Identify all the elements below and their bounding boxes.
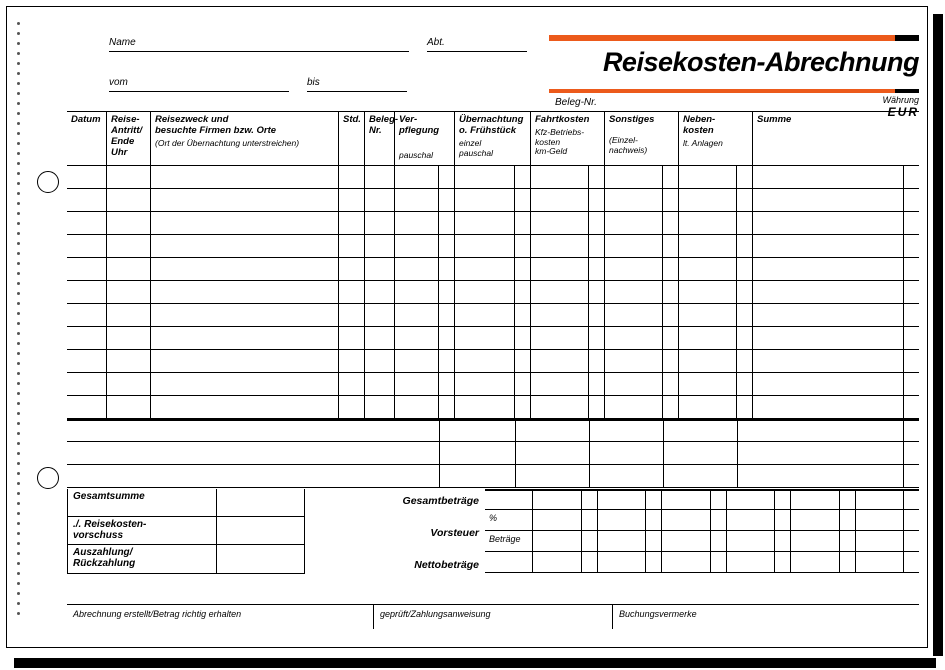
table-row[interactable] bbox=[67, 419, 919, 442]
gesamtsumme-label: Gesamtsumme bbox=[68, 489, 216, 517]
gesamtbetraege-label: Gesamtbeträge bbox=[403, 495, 479, 507]
col-uebernachtung: Übernachtung o. Frühstückeinzel pauschal bbox=[455, 112, 531, 165]
totals-area: Gesamtsumme ./. Reisekosten- vorschuss A… bbox=[67, 489, 919, 574]
table-row[interactable] bbox=[67, 465, 919, 488]
table-row[interactable] bbox=[67, 442, 919, 465]
table-row[interactable] bbox=[67, 281, 919, 304]
table-row[interactable] bbox=[67, 258, 919, 281]
table-row[interactable] bbox=[67, 166, 919, 189]
punch-hole bbox=[37, 171, 59, 193]
col-reise: Reise- Antritt/ Ende Uhr bbox=[107, 112, 151, 165]
abt-label: Abt. bbox=[427, 37, 445, 48]
table-row[interactable] bbox=[67, 235, 919, 258]
nettobetraege-label: Nettobeträge bbox=[414, 559, 479, 571]
auszahlung-label: Auszahlung/ Rückzahlung bbox=[68, 545, 216, 573]
perforation bbox=[15, 15, 21, 639]
col-nebenkosten: Neben- kostenlt. Anlagen bbox=[679, 112, 753, 165]
name-label: Name bbox=[109, 37, 136, 48]
header: Name Abt. vom bis Reisekosten-Abrechnung… bbox=[67, 7, 919, 111]
table-row[interactable] bbox=[67, 350, 919, 373]
accent-bar-bottom bbox=[549, 89, 919, 93]
col-datum: Datum bbox=[67, 112, 107, 165]
col-summe: Summe bbox=[753, 112, 919, 165]
main-grid: Datum Reise- Antritt/ Ende Uhr Reisezwec… bbox=[67, 111, 919, 488]
bis-label: bis bbox=[307, 77, 320, 88]
form-title: Reisekosten-Abrechnung bbox=[603, 47, 919, 78]
table-row[interactable] bbox=[67, 212, 919, 235]
footer-buchung: Buchungsvermerke bbox=[613, 605, 919, 629]
accent-bar-top bbox=[549, 35, 919, 41]
col-verpflegung: Ver- pflegungpauschal bbox=[395, 112, 455, 165]
vorschuss-label: ./. Reisekosten- vorschuss bbox=[68, 517, 216, 545]
vom-label: vom bbox=[109, 77, 128, 88]
col-sonstiges: Sonstiges(Einzel- nachweis) bbox=[605, 112, 679, 165]
footer-geprueft: geprüft/Zahlungsanweisung bbox=[374, 605, 613, 629]
table-row[interactable] bbox=[67, 327, 919, 350]
col-beleg: Beleg- Nr. bbox=[365, 112, 395, 165]
form-page: Name Abt. vom bis Reisekosten-Abrechnung… bbox=[6, 6, 928, 648]
belegnr-label: Beleg-Nr. bbox=[555, 97, 597, 108]
col-std: Std. bbox=[339, 112, 365, 165]
punch-hole bbox=[37, 467, 59, 489]
vorsteuer-label: Vorsteuer bbox=[430, 527, 479, 539]
table-row[interactable] bbox=[67, 304, 919, 327]
table-row[interactable] bbox=[67, 396, 919, 419]
table-row[interactable] bbox=[67, 373, 919, 396]
table-row[interactable] bbox=[67, 189, 919, 212]
col-fahrtkosten: FahrtkostenKfz-Betriebs- kosten km-Geld bbox=[531, 112, 605, 165]
col-zweck: Reisezweck und besuchte Firmen bzw. Orte… bbox=[151, 112, 339, 165]
footer-abrechnung: Abrechnung erstellt/Betrag richtig erhal… bbox=[67, 605, 374, 629]
footer-signatures: Abrechnung erstellt/Betrag richtig erhal… bbox=[67, 604, 919, 629]
